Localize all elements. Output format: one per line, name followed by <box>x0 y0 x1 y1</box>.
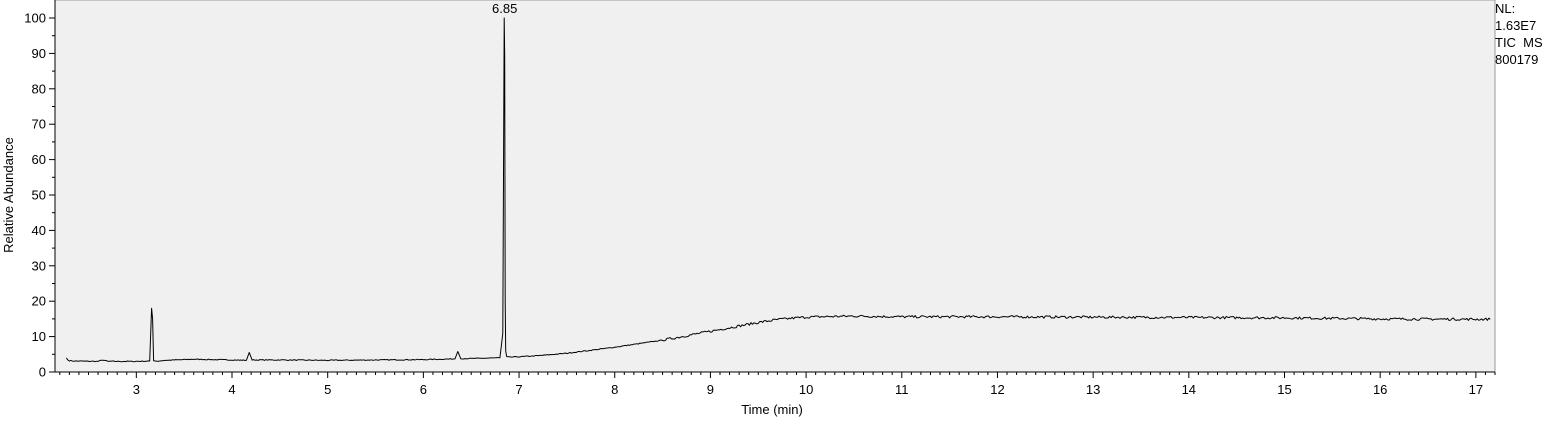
x-tick-label: 8 <box>611 382 618 397</box>
plot-area <box>54 0 1496 373</box>
y-tick-label: 40 <box>32 223 46 238</box>
file-name: 800179 <box>1495 52 1539 67</box>
peak-label: 6.85 <box>492 1 517 16</box>
x-tick-label: 10 <box>799 382 813 397</box>
y-tick-label: 60 <box>32 152 46 167</box>
x-tick-label: 16 <box>1373 382 1387 397</box>
x-tick-label: 11 <box>895 382 909 397</box>
side-info-panel: NL: 1.63E7 TIC MS 800179 <box>1495 0 1543 68</box>
scan-filter-label: TIC MS <box>1495 35 1543 50</box>
series-line-0 <box>66 17 1491 363</box>
x-axis-title: Time (min) <box>741 402 803 417</box>
x-tick-label: 3 <box>133 382 140 397</box>
x-tick-label: 5 <box>324 382 331 397</box>
y-tick-label: 80 <box>32 81 46 96</box>
y-tick-label: 100 <box>24 11 46 26</box>
y-tick-label: 90 <box>32 46 46 61</box>
nl-value: 1.63E7 <box>1495 18 1537 33</box>
x-tick-label: 6 <box>420 382 427 397</box>
chart-marks <box>66 17 1491 363</box>
y-tick-label: 50 <box>32 188 46 203</box>
x-tick-label: 15 <box>1277 382 1291 397</box>
y-tick-label: 20 <box>32 294 46 309</box>
x-tick-label: 9 <box>707 382 714 397</box>
axis-ticks: 6.85 0 10 20 30 40 50 60 70 80 90 100 3 4 5 6 7 8 9 10 11 12 1… <box>24 1 1496 397</box>
y-tick-label: 30 <box>32 258 46 273</box>
y-tick-label: 10 <box>32 329 46 344</box>
nl-label: NL: <box>1495 1 1516 16</box>
x-tick-label: 4 <box>228 382 235 397</box>
x-tick-label: 12 <box>990 382 1004 397</box>
y-tick-label: 70 <box>32 117 46 132</box>
x-tick-label: 7 <box>515 382 522 397</box>
x-tick-label: 17 <box>1469 382 1483 397</box>
y-axis-title: Relative Abundance <box>1 137 16 253</box>
x-tick-label: 14 <box>1182 382 1196 397</box>
y-tick-label: 0 <box>39 365 46 380</box>
x-tick-label: 13 <box>1086 382 1100 397</box>
